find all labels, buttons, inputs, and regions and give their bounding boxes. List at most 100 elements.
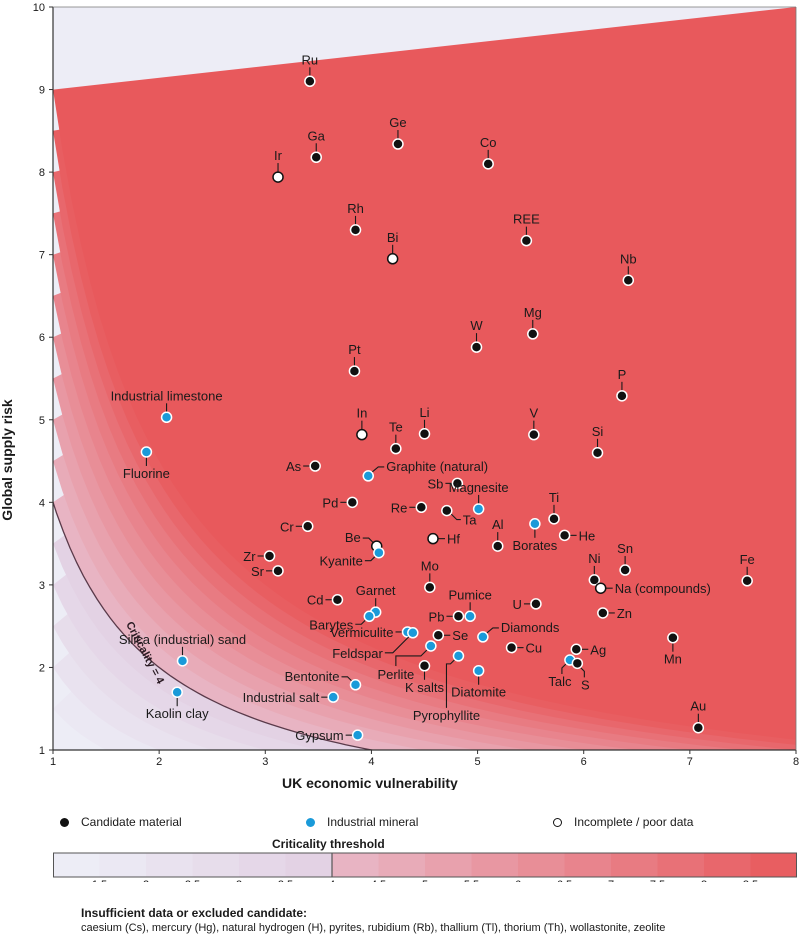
marker-candidate [432,629,445,641]
point-label: Na (compounds) [615,581,711,596]
colorbar-cell [704,853,751,877]
point-label: Ni [588,551,600,566]
criticality-band [53,7,796,740]
legend-label: Candidate material [81,815,182,829]
data-point: Ni [588,551,601,586]
x-tick-label: 3 [262,756,268,768]
colorbar-tick-label: 5 [422,879,428,882]
marker-incomplete [427,532,439,545]
data-point: Rh [347,201,364,236]
point-label: Vermiculite [330,625,394,640]
point-label: K salts [405,680,445,695]
marker-candidate [597,607,609,619]
marker-candidate [470,341,483,353]
marker-candidate [310,151,322,164]
point-label: W [470,318,483,333]
colorbar-cell [192,853,240,877]
marker-candidate [418,660,431,672]
x-tick-label: 2 [156,756,162,768]
data-point: Co [480,135,496,170]
marker-incomplete [594,582,607,594]
leader-line [364,556,376,562]
point-label: Kyanite [319,554,362,569]
leader-line [355,619,366,625]
y-tick-label: 7 [39,250,45,262]
marker-industrial [472,503,485,515]
marker-candidate [415,501,428,514]
data-point: Barytes [309,610,376,632]
data-point: Sb [427,476,464,491]
x-tick-label: 5 [475,756,481,768]
marker-candidate [588,574,601,586]
marker-candidate [527,328,539,340]
data-point: Diamonds [477,620,560,643]
marker-industrial [171,686,183,698]
marker-industrial [362,470,374,482]
leader-line [341,676,352,682]
marker-candidate [558,529,571,542]
point-label: Talc [548,674,572,689]
point-label: Feldspar [332,646,383,661]
y-tick-label: 8 [39,167,45,179]
colorbar-tick-label: 7.5 [650,879,665,882]
point-label: He [579,528,596,543]
footnote-title: Insufficient data or excluded candidate: [81,906,308,920]
point-label: Te [389,420,403,435]
y-tick-label: 10 [33,2,45,14]
point-label: Fe [740,552,755,567]
point-label: V [529,406,538,421]
colorbar-tick-label: 1.5 [92,879,107,882]
point-label: Sb [427,476,443,491]
criticality-threshold-curve [53,499,375,750]
point-label: Au [690,699,706,714]
data-points: Ru Ga Ir Ge Co Rh Bi REE Nb W Mg Pt P In Te Li V Si As Grap… [111,52,755,743]
x-tick-label: 4 [368,756,374,768]
footnote: Insufficient data or excluded candidate:… [81,906,665,936]
colorbar-cell [518,853,565,877]
colorbar-cell [53,853,100,877]
data-point: Zn [597,606,632,621]
x-tick-label: 1 [50,756,56,768]
leader-line [579,666,585,678]
point-label: Al [492,517,504,532]
marker-incomplete [386,253,399,265]
point-label: Pyrophyllite [413,708,480,723]
marker-industrial [363,610,376,623]
marker-candidate [452,610,465,623]
data-point: Al [491,517,504,552]
y-tick-label: 2 [39,662,45,674]
point-label: Cu [526,641,543,656]
data-point: Feldspar [332,627,419,661]
marker-industrial [140,446,153,458]
legend-item-industrial: Industrial mineral [306,815,418,829]
leader-line [486,627,499,634]
point-label: Cr [280,519,294,534]
data-point: Pyrophyllite [413,650,480,723]
marker-candidate [520,234,533,247]
data-point: Hf [427,532,460,547]
data-point: Pt [348,342,361,377]
marker-candidate [619,564,631,576]
point-label: Garnet [356,583,396,598]
data-point: Bentonite [285,669,362,691]
point-label: Sn [617,541,633,556]
data-point: Silica (industrial) sand [119,632,246,667]
marker-candidate [548,513,560,525]
marker-candidate [349,224,362,236]
marker-candidate [528,428,540,441]
marker-industrial [477,631,489,643]
colorbar-cell [146,853,193,877]
point-label: Sr [251,564,265,579]
point-label: Bentonite [285,669,340,684]
data-point: Kaolin clay [146,686,209,721]
point-label: As [286,459,302,474]
colorbar-tick-label: 7 [608,879,614,882]
point-label: Be [345,530,361,545]
marker-incomplete [356,428,368,441]
colorbar-tick-label: 8.5 [743,879,758,882]
colorbar-tick-label: 3 [236,879,242,882]
leader-line [561,663,567,675]
marker-candidate [491,540,504,552]
axes: 1 2 3 4 5 6 7 8 1 2 3 4 5 6 7 8 9 10 [33,2,799,768]
data-point: Borates [512,518,558,553]
